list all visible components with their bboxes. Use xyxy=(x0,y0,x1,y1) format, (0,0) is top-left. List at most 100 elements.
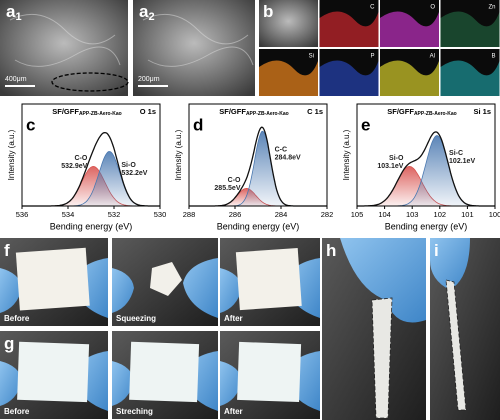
eds-signal xyxy=(440,11,500,47)
photo-caption: After xyxy=(224,407,243,416)
sample-sheet xyxy=(17,341,90,403)
peak-label: 285.5eV xyxy=(214,185,240,192)
glove xyxy=(112,268,134,313)
photo-caption: After xyxy=(224,314,243,323)
x-tick-label: 284 xyxy=(275,210,288,219)
glove xyxy=(112,361,134,406)
x-tick-label: 288 xyxy=(183,210,196,219)
panel-letter: d xyxy=(193,115,203,134)
y-axis-label: Intensity (a.u.) xyxy=(174,129,183,180)
y-axis-label: Intensity (a.u.) xyxy=(342,129,351,180)
panel-letter: e xyxy=(361,115,370,134)
panel-letter-text: f xyxy=(4,241,10,260)
chart-title-main: SF/GFF xyxy=(387,107,414,116)
fit-peak xyxy=(189,130,327,207)
panel-letter-text: h xyxy=(326,241,336,260)
glove xyxy=(0,361,22,406)
panel-letter: a2 xyxy=(139,2,155,22)
x-tick-label: 105 xyxy=(351,210,364,219)
panel-letter: i xyxy=(434,241,439,260)
highlight-ellipse xyxy=(51,72,129,92)
sem-texture xyxy=(9,13,121,67)
chart-title: SF/GFFAPP-ZB-Aero-Kao xyxy=(219,107,288,117)
photo-caption: Squeezing xyxy=(116,314,156,323)
x-axis-label: Bending energy (eV) xyxy=(50,221,133,231)
eds-signal xyxy=(259,60,318,96)
panel-letter-index: 1 xyxy=(15,11,21,23)
x-tick-label: 102 xyxy=(434,210,447,219)
eds-element: Zn xyxy=(488,5,495,11)
spectrum-tag: C 1s xyxy=(307,107,323,116)
photo-caption: Before xyxy=(4,314,30,323)
eds-signal xyxy=(380,11,439,47)
panel-letter: a1 xyxy=(6,2,22,22)
eds-element: B xyxy=(491,54,495,60)
plot-frame xyxy=(21,103,161,207)
peak-name: Si-O xyxy=(121,162,136,169)
x-axis-label: Bending energy (eV) xyxy=(385,221,468,231)
eds-signal xyxy=(380,60,439,96)
eds-element: C xyxy=(370,5,375,11)
x-tick-label: 103 xyxy=(406,210,419,219)
chart-title: SF/GFFAPP-ZB-Aero-Kao xyxy=(387,107,456,117)
sample-sheet xyxy=(237,341,302,403)
sample-sheet xyxy=(235,247,302,311)
peak-label: 284.8eV xyxy=(275,155,301,162)
plot-frame xyxy=(188,103,328,207)
eds-element: Si xyxy=(309,54,314,60)
panel-letter: f xyxy=(4,241,10,260)
peak-label: 103.1eV xyxy=(377,163,403,170)
chart-title: SF/GFFAPP-ZB-Aero-Kao xyxy=(52,107,121,117)
peak-label: 532.9eV xyxy=(61,163,87,170)
eds-element: P xyxy=(370,54,374,60)
glove xyxy=(220,361,242,406)
chart-title-sub: APP-ZB-Aero-Kao xyxy=(246,111,289,117)
panel-letter-text: a xyxy=(6,2,16,21)
spectrum-tag: O 1s xyxy=(140,107,156,116)
peak-name: Si-O xyxy=(389,155,404,162)
photo-caption: Before xyxy=(4,407,30,416)
peak-name: C-C xyxy=(275,147,287,154)
x-tick-label: 532 xyxy=(108,210,121,219)
glove xyxy=(0,268,22,313)
peak-name: C-O xyxy=(228,177,241,184)
sample-crumpled xyxy=(150,262,182,296)
y-axis-label: Intensity (a.u.) xyxy=(7,129,16,180)
chart-title-main: SF/GFF xyxy=(52,107,79,116)
panel-letter: h xyxy=(326,241,336,260)
x-tick-label: 104 xyxy=(378,210,391,219)
x-tick-label: 534 xyxy=(62,210,75,219)
chart-title-sub: APP-ZB-Aero-Kao xyxy=(79,111,122,117)
eds-element: O xyxy=(430,5,435,11)
x-tick-label: 101 xyxy=(461,210,474,219)
x-tick-label: 536 xyxy=(16,210,29,219)
x-tick-label: 286 xyxy=(229,210,242,219)
plot-frame xyxy=(356,103,496,207)
x-tick-label: 530 xyxy=(154,210,167,219)
sem-texture xyxy=(142,13,254,67)
eds-element: Al xyxy=(430,54,435,60)
scale-bar-label: 200μm xyxy=(138,76,160,83)
photo-caption: Streching xyxy=(116,407,153,416)
chart-title-main: SF/GFF xyxy=(219,107,246,116)
panel-letter-text: i xyxy=(434,241,439,260)
x-tick-label: 100 xyxy=(489,210,500,219)
sample-sheet xyxy=(129,341,200,403)
sample-sheet xyxy=(15,247,90,311)
glove xyxy=(430,238,470,290)
peak-label: 532.2eV xyxy=(121,170,147,177)
panel-letter-index: 2 xyxy=(148,11,154,23)
panel-letter: b xyxy=(263,2,273,21)
x-tick-label: 282 xyxy=(321,210,334,219)
eds-signal xyxy=(440,60,500,96)
sample-bent xyxy=(371,297,393,419)
scale-bar-label: 400μm xyxy=(5,76,27,83)
eds-signal xyxy=(319,60,379,96)
chart-title-sub: APP-ZB-Aero-Kao xyxy=(414,111,457,117)
panel-letter: g xyxy=(4,334,14,353)
glove xyxy=(183,258,218,318)
panel-letter-text: a xyxy=(139,2,149,21)
sem-tile xyxy=(259,0,318,47)
peak-name: C-O xyxy=(74,155,87,162)
